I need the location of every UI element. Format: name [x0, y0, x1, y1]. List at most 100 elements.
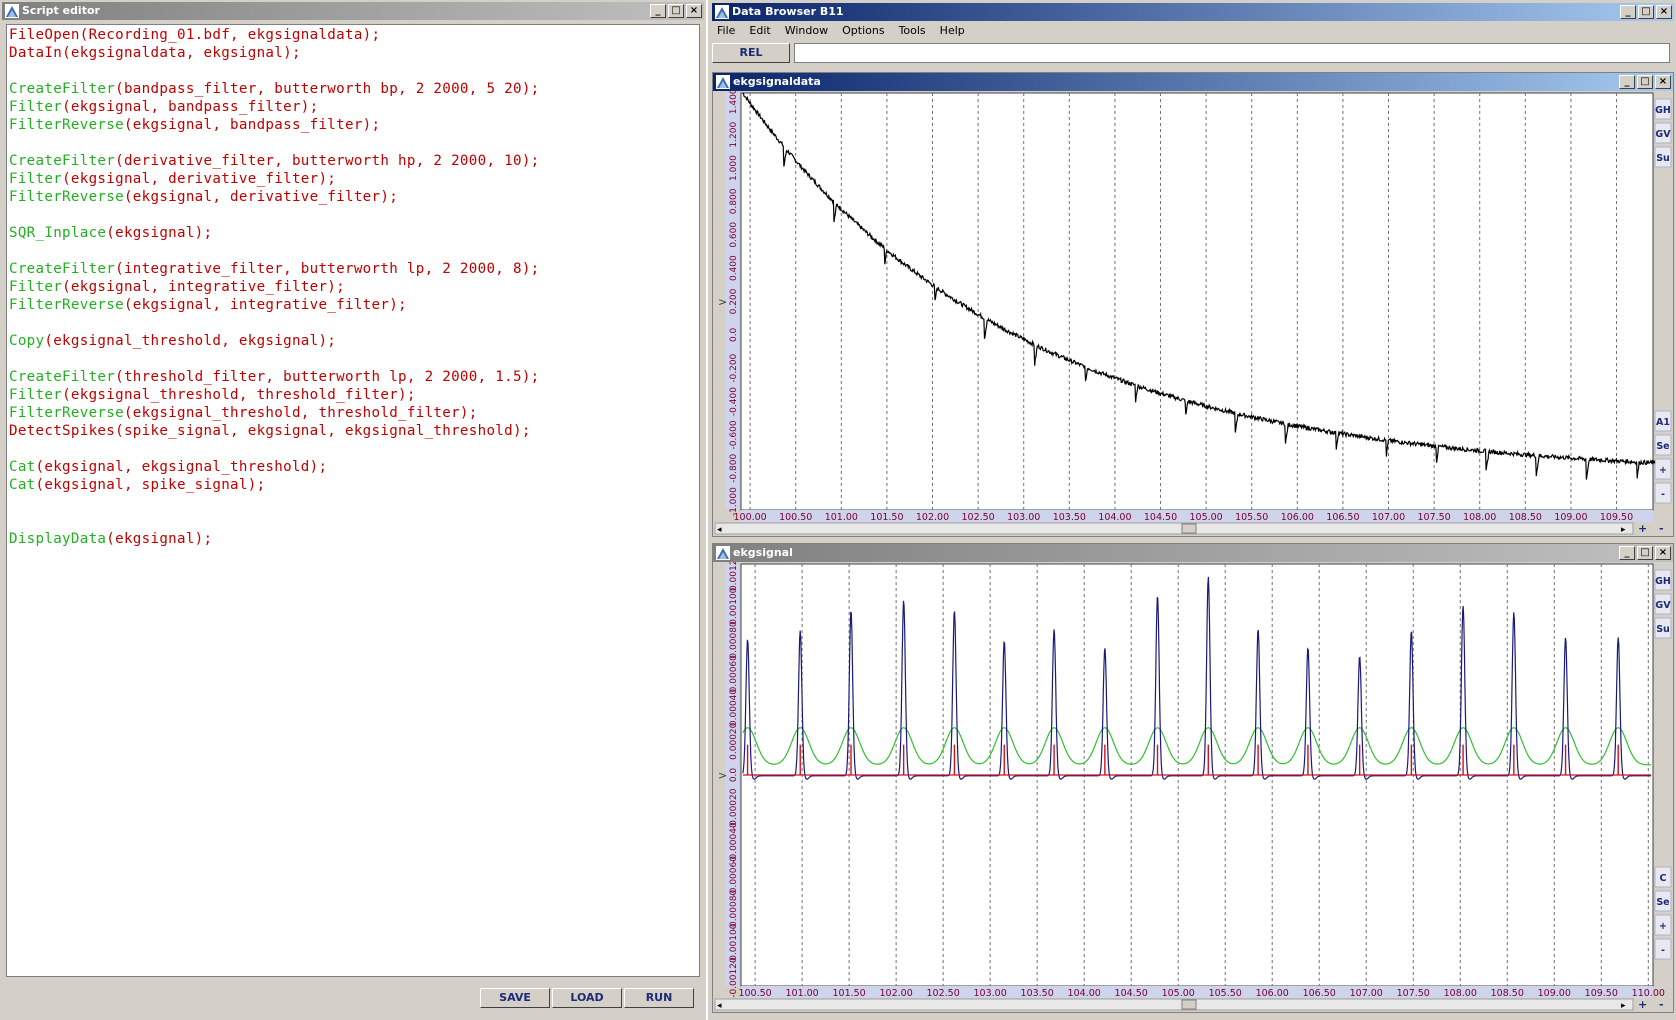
command-input[interactable]: [794, 43, 1670, 63]
save-button[interactable]: SAVE: [480, 988, 550, 1008]
x-tick-label: 108.00: [1444, 988, 1477, 999]
plot-titlebar[interactable]: ekgsignaldata _ □ ×: [713, 73, 1673, 91]
minimize-button[interactable]: _: [1619, 546, 1635, 560]
x-tick-label: 109.50: [1585, 988, 1618, 999]
maximize-button[interactable]: □: [668, 4, 684, 18]
code-line: Cat(ekgsignal, spike_signal);: [9, 476, 697, 494]
code-function: CreateFilter: [9, 369, 116, 385]
scroll-thumb: [1181, 523, 1197, 534]
y-tick-label: 0.600: [729, 222, 739, 248]
code-line: DisplayData(ekgsignal);: [9, 530, 697, 548]
code-arguments: (integrative_filter, butterworth lp, 2 2…: [115, 261, 540, 277]
code-arguments: (ekgsignal, spike_signal);: [35, 477, 266, 493]
side-button-label: Su: [1656, 624, 1670, 635]
side-button-label: GV: [1655, 600, 1671, 611]
code-line: Filter(ekgsignal, derivative_filter);: [9, 170, 697, 188]
code-line: Cat(ekgsignal, ekgsignal_threshold);: [9, 458, 697, 476]
y-tick-label: 0.00080: [729, 621, 739, 658]
code-function: Cat: [9, 477, 36, 493]
code-arguments: (ekgsignal);: [106, 531, 213, 547]
code-function: Filter: [9, 387, 63, 403]
chart-ekgsignal[interactable]: >◂ ▸ + -100.50 101.00 101.50 102.00 102.50 103.0…: [713, 562, 1673, 1012]
menu-options[interactable]: Options: [842, 24, 885, 37]
code-line: [9, 242, 697, 260]
y-tick-label: 1.400: [729, 91, 739, 114]
y-tick-label: 1.200: [729, 122, 739, 148]
x-tick-label: 102.00: [880, 988, 913, 999]
y-tick-label: 0.00120: [729, 562, 739, 591]
side-button-label: GV: [1655, 129, 1671, 140]
code-function: CreateFilter: [9, 153, 116, 169]
y-tick-label: 0.00040: [729, 689, 739, 726]
scroll-right-icon: ▸: [1621, 525, 1626, 535]
code-line: [9, 62, 697, 80]
menu-window[interactable]: Window: [784, 24, 829, 37]
menu-file[interactable]: File: [717, 24, 736, 37]
maximize-button[interactable]: □: [1637, 75, 1653, 89]
code-line: [9, 494, 697, 512]
code-arguments: (ekgsignal, derivative_filter);: [123, 189, 399, 205]
plot-titlebar[interactable]: ekgsignal _ □ ×: [713, 544, 1673, 562]
plot-window-ekgsignal: ekgsignal _ □ × > ◂ ▸ + -100.50 101.00 101.50 1…: [712, 543, 1674, 1013]
data-browser-title: Data Browser B11: [732, 5, 844, 18]
close-button[interactable]: ×: [1656, 5, 1672, 19]
code-line: [9, 512, 697, 530]
code-function: DataIn: [9, 45, 63, 61]
y-tick-label: 0.00060: [729, 655, 739, 692]
side-button: [1654, 434, 1672, 456]
code-arguments: (Recording_01.bdf, ekgsignaldata);: [79, 27, 381, 43]
side-button: [1654, 410, 1672, 432]
code-arguments: (bandpass_filter, butterworth bp, 2 2000…: [115, 81, 540, 97]
code-line: Filter(ekgsignal, bandpass_filter);: [9, 98, 697, 116]
x-tick-label: 106.00: [1281, 512, 1314, 523]
minimize-button[interactable]: _: [650, 4, 666, 18]
minimize-button[interactable]: _: [1620, 5, 1636, 19]
x-tick-label: 100.00: [733, 512, 766, 523]
y-tick-label: -0.00120: [729, 957, 739, 998]
menu-edit[interactable]: Edit: [749, 24, 771, 37]
zoom-out-button: -: [1659, 522, 1664, 535]
run-button[interactable]: RUN: [624, 988, 694, 1008]
x-tick-label: 108.50: [1491, 988, 1524, 999]
side-button-label: +: [1659, 465, 1667, 476]
y-tick-label: 0.00100: [729, 587, 739, 624]
code-arguments: (ekgsignal, integrative_filter);: [62, 279, 345, 295]
x-axis-band: [741, 986, 1653, 998]
menu-tools[interactable]: Tools: [898, 24, 926, 37]
chart-ekgsignaldata[interactable]: >◂ ▸ + -100.00 100.50 101.00 101.50 102.00 102.5…: [713, 91, 1673, 536]
x-tick-label: 108.50: [1509, 512, 1542, 523]
code-line: CreateFilter(derivative_filter, butterwo…: [9, 152, 697, 170]
code-line: [9, 134, 697, 152]
app-logo-icon: [716, 75, 730, 89]
x-tick-label: 106.50: [1303, 988, 1336, 999]
close-button[interactable]: ×: [1655, 75, 1671, 89]
x-tick-label: 107.50: [1397, 988, 1430, 999]
data-browser-titlebar[interactable]: Data Browser B11 _ □ ×: [712, 3, 1674, 21]
script-editor-titlebar[interactable]: Script editor _ □ ×: [2, 2, 704, 20]
x-tick-label: 104.00: [1068, 988, 1101, 999]
x-tick-label: 104.50: [1144, 512, 1177, 523]
code-line: FilterReverse(ekgsignal_threshold, thres…: [9, 404, 697, 422]
script-editor-title: Script editor: [22, 4, 100, 17]
load-button[interactable]: LOAD: [552, 988, 622, 1008]
script-code-area[interactable]: FileOpen(Recording_01.bdf, ekgsignaldata…: [6, 24, 700, 977]
code-arguments: (threshold_filter, butterworth lp, 2 200…: [115, 369, 540, 385]
app-logo-icon: [5, 4, 19, 18]
x-tick-label: 101.50: [870, 512, 903, 523]
side-button: [1654, 938, 1672, 960]
close-button[interactable]: ×: [686, 4, 702, 18]
x-tick-label: 105.00: [1162, 988, 1195, 999]
side-button-label: Se: [1656, 441, 1669, 452]
maximize-button[interactable]: □: [1638, 5, 1654, 19]
script-code-text[interactable]: FileOpen(Recording_01.bdf, ekgsignaldata…: [7, 25, 699, 549]
rel-button[interactable]: REL: [712, 43, 790, 63]
close-button[interactable]: ×: [1655, 546, 1671, 560]
x-tick-label: 110.00: [1632, 988, 1665, 999]
x-tick-label: 103.50: [1053, 512, 1086, 523]
minimize-button[interactable]: _: [1619, 75, 1635, 89]
code-arguments: (ekgsignal, ekgsignal_threshold);: [35, 459, 328, 475]
maximize-button[interactable]: □: [1637, 546, 1653, 560]
app-logo-icon: [716, 546, 730, 560]
y-tick-label: -0.00080: [729, 890, 739, 931]
menu-help[interactable]: Help: [939, 24, 965, 37]
